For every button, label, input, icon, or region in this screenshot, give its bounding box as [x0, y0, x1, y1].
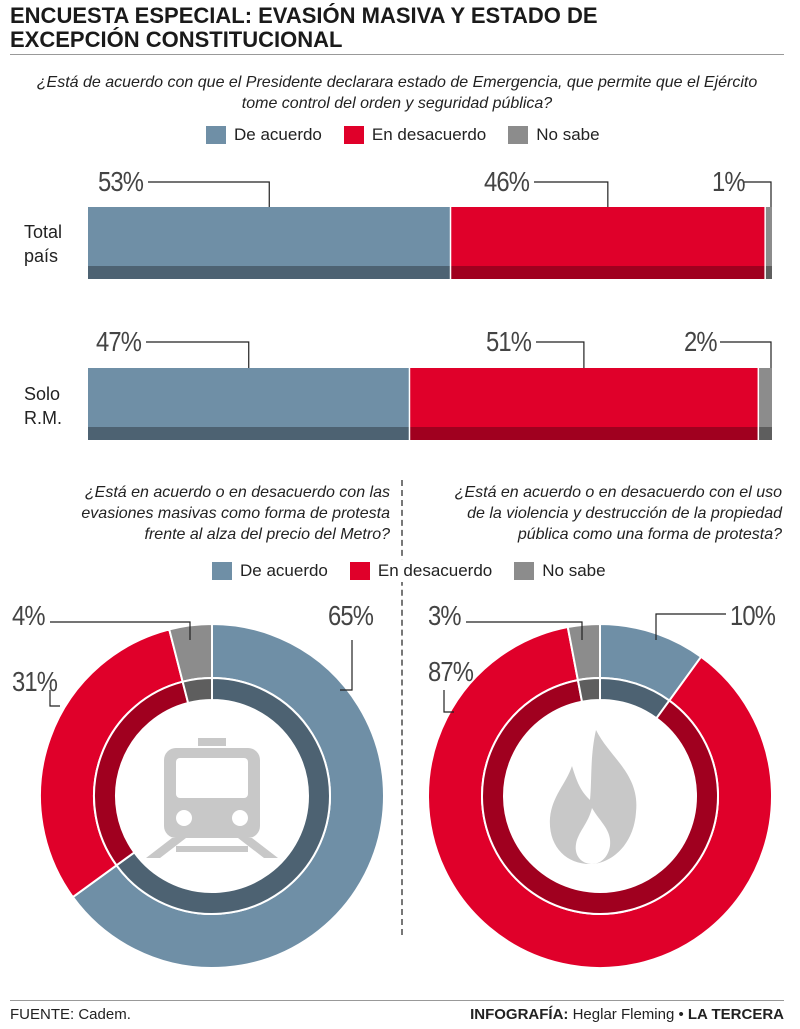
legend-label-agree: De acuerdo [234, 125, 322, 144]
train-icon-rail-cross [176, 846, 248, 852]
fire-icon-inner [575, 808, 611, 864]
bar-leader-rm-agree [146, 341, 250, 368]
row-label-rm-line-1: Solo [24, 384, 61, 404]
bar-label-total-unsure: 1% [712, 166, 746, 197]
footer-credit-prefix: INFOGRAFÍA: [470, 1006, 569, 1023]
legend-mid-item-disagree: En desacuerdo [349, 561, 493, 581]
bar-leader-total-agree [148, 181, 270, 207]
donut2-leader-disagree [443, 690, 454, 713]
bar-shade-total-agree [88, 266, 451, 279]
question-violence-line-3: pública como una forma de protesta? [517, 526, 782, 543]
footer-credit: INFOGRAFÍA: Heglar Fleming • LA TERCERA [470, 1006, 784, 1023]
legend-mid-swatch-agree [212, 562, 232, 580]
question-violence: ¿Está en acuerdo o en desacuerdo con el … [412, 482, 782, 545]
legend-item-disagree: En desacuerdo [343, 125, 487, 145]
legend-item-unsure: No sabe [508, 125, 600, 145]
legend-mid-label-agree: De acuerdo [240, 561, 328, 580]
donut1-slice-inner-unsure [181, 676, 213, 705]
donut1-label-unsure: 4% [12, 600, 46, 631]
legend-swatch-disagree [343, 126, 364, 144]
footer-brand: LA TERCERA [683, 1006, 784, 1023]
footer-rule [10, 1000, 784, 1001]
train-icon-rail-right [238, 838, 278, 858]
row-label-total: Total país [24, 220, 62, 268]
title-line-1: ENCUESTA ESPECIAL: EVASIÓN MASIVA Y ESTA… [10, 3, 598, 28]
question-emergency: ¿Está de acuerdo con que el Presidente d… [10, 72, 784, 114]
header-rule [10, 54, 784, 55]
bar-leader-total-unsure [744, 181, 772, 207]
donut1-label-agree: 65% [328, 600, 374, 631]
fire-icon-outer [549, 730, 637, 864]
bar-rm-unsure [758, 368, 772, 440]
donut2-leader-unsure [466, 621, 583, 640]
footer-credit-name: Heglar Fleming • [568, 1006, 684, 1023]
train-icon-light-right [232, 810, 248, 826]
row-label-rm: Solo R.M. [24, 382, 62, 430]
train-icon [146, 738, 278, 858]
train-icon-rail-left [146, 838, 186, 858]
legend-mid-swatch-disagree [349, 562, 370, 580]
bar-shade-rm-agree [88, 427, 410, 440]
legend-middle: De acuerdo En desacuerdo No sabe [206, 560, 634, 582]
bar-shade-total-unsure [765, 266, 772, 279]
legend-label-disagree: En desacuerdo [371, 125, 487, 144]
footer-source: FUENTE: Cadem. [10, 1006, 131, 1023]
donut1-leader-agree [340, 640, 353, 691]
legend-mid-item-agree: De acuerdo [212, 561, 328, 581]
donut1-leader-unsure [50, 621, 191, 640]
bar-shade-rm-unsure [758, 427, 772, 440]
legend-mid-item-unsure: No sabe [514, 561, 606, 581]
bar-label-rm-agree: 47% [96, 326, 142, 357]
bar-label-rm-unsure: 2% [684, 326, 718, 357]
legend-swatch-agree [206, 126, 226, 144]
bar-label-total-disagree: 46% [484, 166, 530, 197]
bar-shade-rm-disagree [409, 427, 759, 440]
bar-leader-rm-disagree [536, 341, 585, 368]
bar-label-rm-disagree: 51% [486, 326, 532, 357]
bar-shade-total-disagree [450, 266, 766, 279]
row-label-total-line-2: país [24, 246, 59, 266]
legend-swatch-unsure [508, 126, 529, 144]
title-line-2: EXCEPCIÓN CONSTITUCIONAL [10, 27, 343, 52]
question-violence-line-2: de la violencia y destrucción de la prop… [467, 505, 782, 522]
question-violence-line-1: ¿Está en acuerdo o en desacuerdo con el … [454, 484, 782, 501]
bar-label-total-agree: 53% [98, 166, 144, 197]
row-label-total-line-1: Total [24, 222, 63, 242]
question-evasion-line-2: evasiones masivas como forma de protesta [81, 505, 390, 522]
donut2-label-disagree: 87% [428, 656, 474, 687]
legend-item-agree: De acuerdo [206, 125, 322, 145]
train-icon-light-left [176, 810, 192, 826]
bar-leader-total-disagree [534, 181, 609, 207]
legend-label-unsure: No sabe [536, 125, 600, 144]
bar-leader-rm-unsure [720, 341, 772, 368]
question-evasion: ¿Está en acuerdo o en desacuerdo con las… [20, 482, 390, 545]
legend-mid-label-disagree: En desacuerdo [377, 561, 493, 580]
question-evasion-line-1: ¿Está en acuerdo o en desacuerdo con las [84, 484, 390, 501]
page-title: ENCUESTA ESPECIAL: EVASIÓN MASIVA Y ESTA… [10, 4, 710, 52]
bar-total-unsure [765, 207, 772, 279]
donut2-label-agree: 10% [730, 600, 776, 631]
donut1-label-disagree: 31% [12, 666, 58, 697]
donut1-leader-disagree [49, 690, 60, 707]
fire-icon [549, 730, 637, 864]
train-icon-roof [198, 738, 226, 746]
donut2-slice-inner-unsure [576, 676, 601, 703]
legend-mid-label-unsure: No sabe [542, 561, 606, 580]
column-divider [401, 480, 403, 935]
donut2-label-unsure: 3% [428, 600, 462, 631]
legend-top: De acuerdo En desacuerdo No sabe [206, 124, 622, 146]
donut2-leader-agree [655, 613, 726, 640]
question-emergency-line-2: tome control del orden y seguridad públi… [241, 95, 553, 112]
question-evasion-line-3: frente al alza del precio del Metro? [144, 526, 390, 543]
row-label-rm-line-2: R.M. [24, 408, 62, 428]
question-emergency-line-1: ¿Está de acuerdo con que el Presidente d… [36, 74, 758, 91]
legend-mid-swatch-unsure [514, 562, 535, 580]
train-icon-window [176, 758, 248, 798]
